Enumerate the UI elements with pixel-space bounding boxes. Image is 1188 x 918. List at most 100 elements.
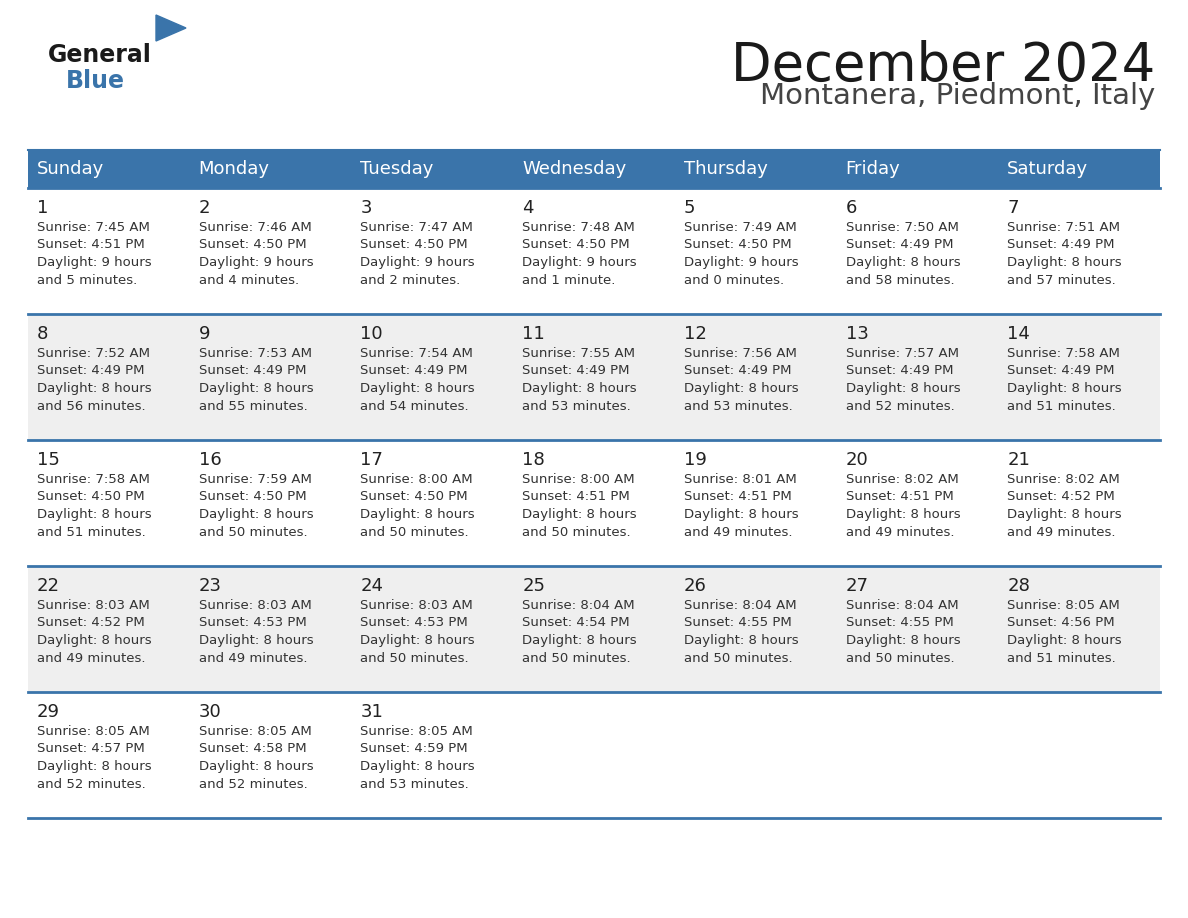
Text: Sunset: 4:50 PM: Sunset: 4:50 PM [360,490,468,503]
Text: Sunrise: 7:58 AM: Sunrise: 7:58 AM [37,473,150,486]
Text: Sunrise: 7:54 AM: Sunrise: 7:54 AM [360,347,473,360]
Text: Sunset: 4:51 PM: Sunset: 4:51 PM [37,239,145,252]
Text: and 54 minutes.: and 54 minutes. [360,399,469,412]
Text: Sunrise: 7:45 AM: Sunrise: 7:45 AM [37,221,150,234]
Text: 23: 23 [198,577,222,595]
Text: Sunset: 4:50 PM: Sunset: 4:50 PM [198,239,307,252]
Text: and 49 minutes.: and 49 minutes. [37,652,145,665]
Bar [29,440,1159,566]
Text: Sunset: 4:57 PM: Sunset: 4:57 PM [37,743,145,756]
Text: and 50 minutes.: and 50 minutes. [523,525,631,539]
Text: Sunset: 4:49 PM: Sunset: 4:49 PM [360,364,468,377]
Text: Sunrise: 7:46 AM: Sunrise: 7:46 AM [198,221,311,234]
Text: 31: 31 [360,703,384,721]
Text: Daylight: 8 hours: Daylight: 8 hours [684,634,798,647]
Text: Sunrise: 8:03 AM: Sunrise: 8:03 AM [360,599,473,612]
Text: Sunrise: 8:01 AM: Sunrise: 8:01 AM [684,473,797,486]
Text: Sunrise: 7:49 AM: Sunrise: 7:49 AM [684,221,797,234]
Text: and 4 minutes.: and 4 minutes. [198,274,299,286]
Text: Daylight: 9 hours: Daylight: 9 hours [360,256,475,269]
Text: and 52 minutes.: and 52 minutes. [37,778,146,790]
Text: 17: 17 [360,451,384,469]
Text: 3: 3 [360,199,372,217]
Text: Sunset: 4:53 PM: Sunset: 4:53 PM [198,617,307,630]
Text: 15: 15 [37,451,59,469]
Text: Daylight: 8 hours: Daylight: 8 hours [37,634,152,647]
Text: Daylight: 8 hours: Daylight: 8 hours [198,508,314,521]
Text: Sunrise: 7:50 AM: Sunrise: 7:50 AM [846,221,959,234]
Text: Daylight: 8 hours: Daylight: 8 hours [1007,634,1121,647]
Text: Tuesday: Tuesday [360,160,434,178]
Text: 27: 27 [846,577,868,595]
Text: and 50 minutes.: and 50 minutes. [360,525,469,539]
Text: Sunset: 4:59 PM: Sunset: 4:59 PM [360,743,468,756]
Text: and 52 minutes.: and 52 minutes. [846,399,954,412]
Text: 6: 6 [846,199,857,217]
Text: Sunset: 4:50 PM: Sunset: 4:50 PM [198,490,307,503]
Text: 21: 21 [1007,451,1030,469]
Text: Daylight: 8 hours: Daylight: 8 hours [360,508,475,521]
Polygon shape [156,15,187,41]
Bar [29,692,1159,818]
Text: Daylight: 8 hours: Daylight: 8 hours [523,634,637,647]
Text: and 49 minutes.: and 49 minutes. [198,652,308,665]
Text: Friday: Friday [846,160,901,178]
Text: and 49 minutes.: and 49 minutes. [684,525,792,539]
Text: Sunrise: 8:05 AM: Sunrise: 8:05 AM [1007,599,1120,612]
Text: Sunset: 4:49 PM: Sunset: 4:49 PM [198,364,307,377]
Text: Daylight: 8 hours: Daylight: 8 hours [360,760,475,773]
Text: 29: 29 [37,703,61,721]
Bar [29,188,1159,314]
Text: Sunset: 4:49 PM: Sunset: 4:49 PM [846,364,953,377]
Text: Sunset: 4:52 PM: Sunset: 4:52 PM [37,617,145,630]
Text: and 57 minutes.: and 57 minutes. [1007,274,1116,286]
Text: 11: 11 [523,325,545,343]
Text: Monday: Monday [198,160,270,178]
Text: Sunset: 4:55 PM: Sunset: 4:55 PM [846,617,953,630]
Text: 18: 18 [523,451,545,469]
Text: and 50 minutes.: and 50 minutes. [523,652,631,665]
Text: Sunrise: 7:58 AM: Sunrise: 7:58 AM [1007,347,1120,360]
Text: Sunrise: 7:47 AM: Sunrise: 7:47 AM [360,221,473,234]
Text: Daylight: 8 hours: Daylight: 8 hours [1007,382,1121,395]
Text: and 50 minutes.: and 50 minutes. [846,652,954,665]
Text: Sunset: 4:49 PM: Sunset: 4:49 PM [1007,239,1114,252]
Text: 25: 25 [523,577,545,595]
Text: Sunrise: 7:53 AM: Sunrise: 7:53 AM [198,347,311,360]
Text: Sunrise: 8:02 AM: Sunrise: 8:02 AM [846,473,959,486]
Text: and 53 minutes.: and 53 minutes. [684,399,792,412]
Text: Sunrise: 8:05 AM: Sunrise: 8:05 AM [198,725,311,738]
Text: 20: 20 [846,451,868,469]
Text: Daylight: 8 hours: Daylight: 8 hours [523,382,637,395]
Text: 26: 26 [684,577,707,595]
Bar [29,150,1159,188]
Text: Wednesday: Wednesday [523,160,626,178]
Text: and 55 minutes.: and 55 minutes. [198,399,308,412]
Text: 10: 10 [360,325,383,343]
Text: and 1 minute.: and 1 minute. [523,274,615,286]
Text: Daylight: 8 hours: Daylight: 8 hours [684,508,798,521]
Text: December 2024: December 2024 [731,40,1155,92]
Text: Daylight: 8 hours: Daylight: 8 hours [37,382,152,395]
Text: 4: 4 [523,199,533,217]
Text: Sunrise: 8:04 AM: Sunrise: 8:04 AM [684,599,796,612]
Text: Sunday: Sunday [37,160,105,178]
Text: Daylight: 8 hours: Daylight: 8 hours [523,508,637,521]
Text: 2: 2 [198,199,210,217]
Text: and 52 minutes.: and 52 minutes. [198,778,308,790]
Text: 7: 7 [1007,199,1019,217]
Text: Daylight: 8 hours: Daylight: 8 hours [198,760,314,773]
Text: Daylight: 8 hours: Daylight: 8 hours [1007,508,1121,521]
Text: 30: 30 [198,703,221,721]
Text: Blue: Blue [67,69,125,93]
Text: Daylight: 9 hours: Daylight: 9 hours [37,256,152,269]
Text: Thursday: Thursday [684,160,767,178]
Text: Sunset: 4:49 PM: Sunset: 4:49 PM [684,364,791,377]
Text: Sunrise: 8:00 AM: Sunrise: 8:00 AM [523,473,634,486]
Text: and 50 minutes.: and 50 minutes. [684,652,792,665]
Text: Sunset: 4:56 PM: Sunset: 4:56 PM [1007,617,1114,630]
Text: 1: 1 [37,199,49,217]
Text: Daylight: 8 hours: Daylight: 8 hours [37,760,152,773]
Text: Sunset: 4:50 PM: Sunset: 4:50 PM [684,239,791,252]
Text: Daylight: 9 hours: Daylight: 9 hours [198,256,314,269]
